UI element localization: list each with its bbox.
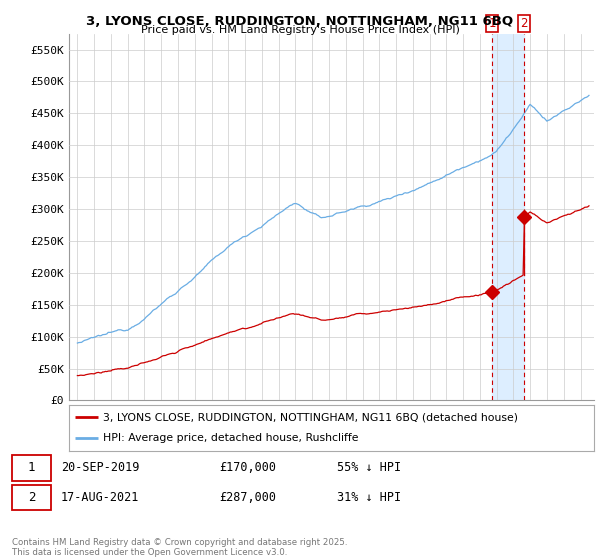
Text: 1: 1 — [488, 17, 496, 30]
Text: 31% ↓ HPI: 31% ↓ HPI — [337, 491, 401, 504]
Text: 3, LYONS CLOSE, RUDDINGTON, NOTTINGHAM, NG11 6BQ: 3, LYONS CLOSE, RUDDINGTON, NOTTINGHAM, … — [86, 15, 514, 27]
Text: 17-AUG-2021: 17-AUG-2021 — [61, 491, 139, 504]
Text: Price paid vs. HM Land Registry's House Price Index (HPI): Price paid vs. HM Land Registry's House … — [140, 25, 460, 35]
Text: £287,000: £287,000 — [220, 491, 277, 504]
Text: Contains HM Land Registry data © Crown copyright and database right 2025.
This d: Contains HM Land Registry data © Crown c… — [12, 538, 347, 557]
Text: HPI: Average price, detached house, Rushcliffe: HPI: Average price, detached house, Rush… — [103, 433, 359, 444]
Text: 20-SEP-2019: 20-SEP-2019 — [61, 461, 139, 474]
Text: 2: 2 — [520, 17, 527, 30]
Text: £170,000: £170,000 — [220, 461, 277, 474]
Text: 3, LYONS CLOSE, RUDDINGTON, NOTTINGHAM, NG11 6BQ (detached house): 3, LYONS CLOSE, RUDDINGTON, NOTTINGHAM, … — [103, 412, 518, 422]
Text: 2: 2 — [28, 491, 35, 504]
Bar — [492, 34, 524, 400]
Text: 1: 1 — [28, 461, 35, 474]
FancyBboxPatch shape — [12, 484, 51, 510]
FancyBboxPatch shape — [12, 455, 51, 480]
Text: 55% ↓ HPI: 55% ↓ HPI — [337, 461, 401, 474]
